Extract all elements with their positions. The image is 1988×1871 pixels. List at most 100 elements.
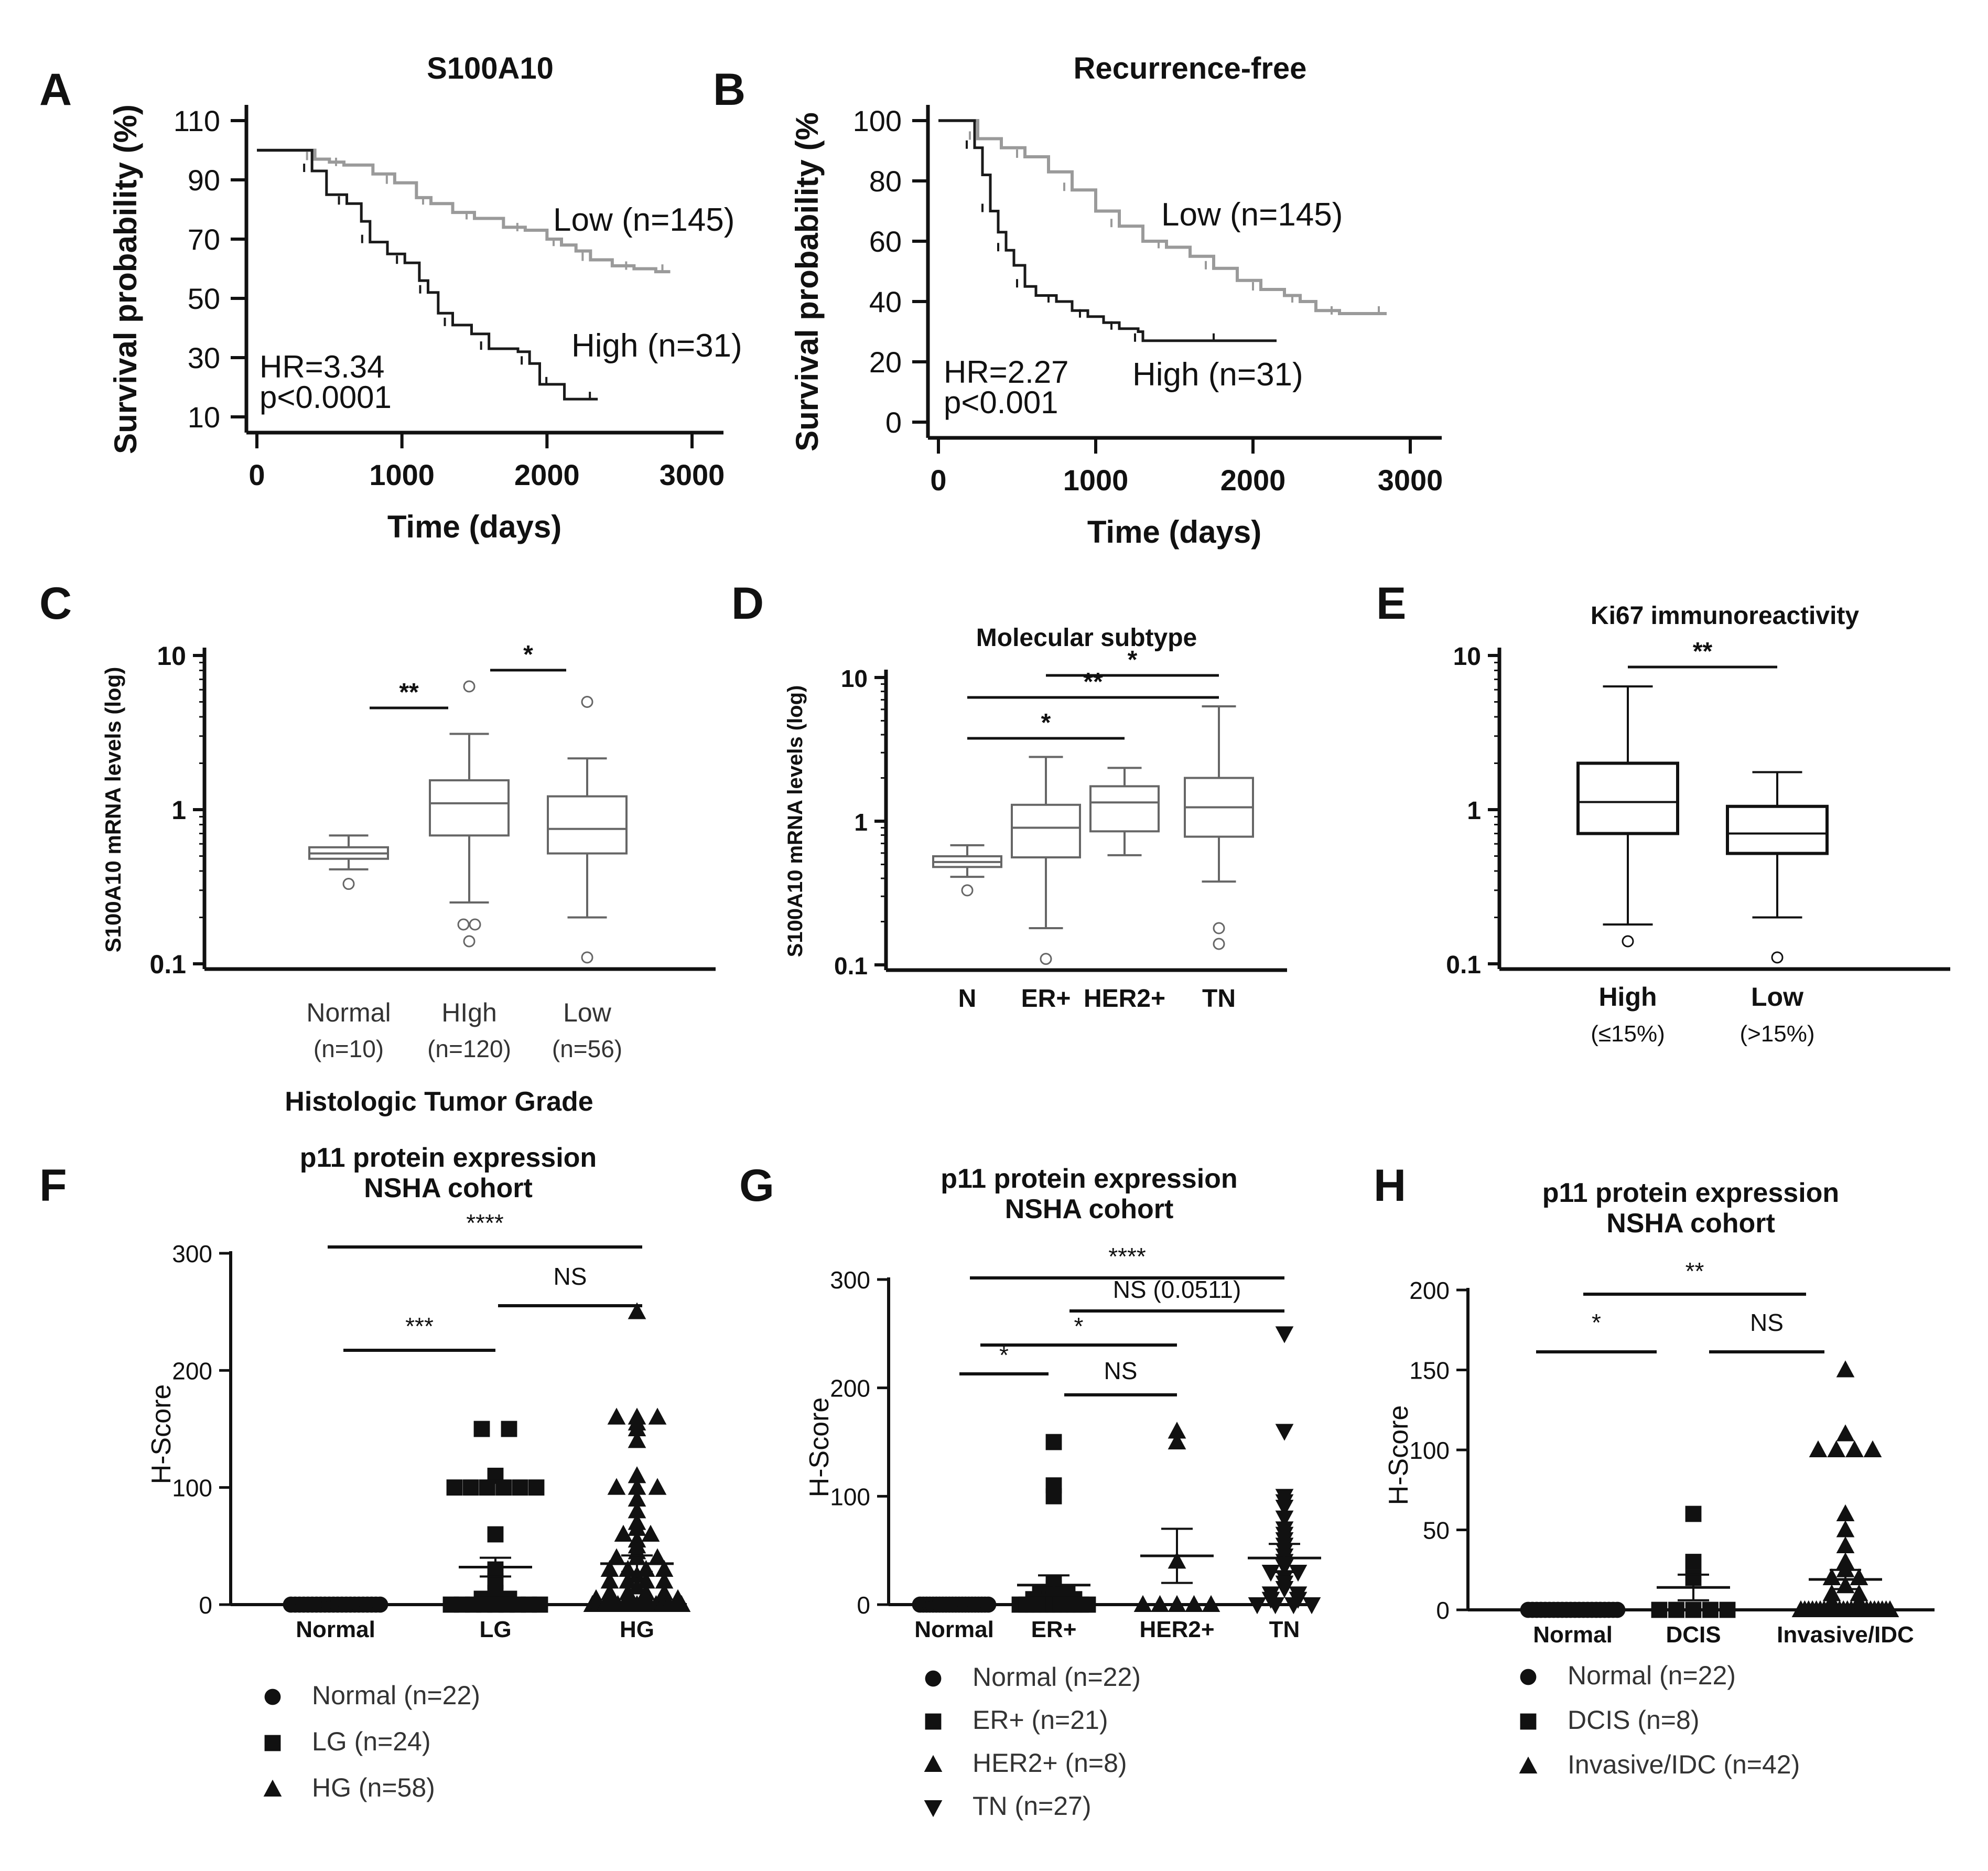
x-tick-label: 1000 xyxy=(1063,464,1129,497)
legend-marker xyxy=(1520,1669,1537,1685)
data-point xyxy=(1275,1326,1294,1343)
legend-label: DCIS (n=8) xyxy=(1568,1705,1699,1735)
significance-label: * xyxy=(1074,1313,1084,1340)
data-point xyxy=(607,1548,626,1565)
panel-letter: A xyxy=(39,64,72,115)
data-point xyxy=(1045,1434,1062,1450)
significance-label: NS xyxy=(1750,1309,1784,1336)
y-axis-label: Survival probability (% xyxy=(790,112,825,451)
legend-label: ER+ (n=21) xyxy=(973,1705,1108,1735)
data-point xyxy=(1202,1595,1220,1612)
panel-letter: E xyxy=(1376,578,1406,629)
x-axis-label: Histologic Tumor Grade xyxy=(285,1087,593,1117)
x-tick-label: HIgh xyxy=(441,998,497,1027)
x-tick-label: 0 xyxy=(930,464,946,497)
legend-label: Normal (n=22) xyxy=(312,1681,480,1710)
x-tick-label: 2000 xyxy=(1220,464,1286,497)
x-tick-label: DCIS xyxy=(1666,1622,1721,1648)
data-point xyxy=(1685,1554,1702,1570)
legend-marker xyxy=(264,1689,281,1705)
outlier xyxy=(1213,922,1225,934)
significance-label: * xyxy=(1128,646,1138,674)
y-tick-label: 60 xyxy=(869,225,902,258)
y-axis-label: H-Score xyxy=(146,1384,177,1485)
y-tick-label: 30 xyxy=(188,341,220,374)
series-label: High (n=31) xyxy=(571,328,742,364)
legend-label: TN (n=27) xyxy=(973,1791,1091,1821)
legend-marker xyxy=(925,1670,942,1687)
y-tick-label: 0 xyxy=(1436,1597,1450,1624)
y-tick-label: 0 xyxy=(857,1592,870,1619)
data-point xyxy=(619,1572,638,1589)
outlier xyxy=(457,918,470,931)
y-tick-label: 100 xyxy=(830,1483,870,1510)
x-tick-label: 0 xyxy=(248,458,265,491)
y-tick-label: 300 xyxy=(172,1240,212,1267)
y-tick-label: 0 xyxy=(885,406,902,439)
data-point xyxy=(607,1478,626,1495)
x-tick-label: 1000 xyxy=(369,458,435,491)
significance-label: NS xyxy=(554,1263,587,1290)
x-tick-label: ER+ xyxy=(1021,985,1071,1013)
outlier xyxy=(463,680,476,693)
data-point xyxy=(512,1479,528,1496)
legend-marker xyxy=(1520,1713,1537,1730)
x-axis-label: Time (days) xyxy=(387,509,561,544)
significance-label: ** xyxy=(399,679,419,706)
legend-marker xyxy=(924,1800,943,1818)
box xyxy=(1576,761,1679,835)
outlier xyxy=(469,918,481,931)
data-point xyxy=(614,1524,633,1542)
data-point xyxy=(648,1548,667,1565)
y-tick-label: 300 xyxy=(830,1266,870,1294)
x-tick-label: HG xyxy=(620,1617,654,1642)
data-point xyxy=(1261,1565,1280,1582)
chart-subtitle: NSHA cohort xyxy=(364,1173,533,1203)
survival-curve xyxy=(257,148,671,274)
x-tick-label: Low xyxy=(563,998,612,1027)
group-n-label: (n=10) xyxy=(314,1035,384,1062)
significance-label: NS xyxy=(1104,1357,1138,1384)
box xyxy=(1089,785,1160,833)
data-point xyxy=(1151,1595,1169,1612)
data-point xyxy=(479,1479,495,1496)
x-tick-label: 3000 xyxy=(1378,464,1443,497)
significance-label: *** xyxy=(405,1313,434,1340)
x-tick-label: Invasive/IDC xyxy=(1777,1622,1914,1648)
data-point xyxy=(628,1577,646,1595)
x-tick-label: 2000 xyxy=(514,458,580,491)
x-tick-label: Normal xyxy=(306,998,391,1027)
data-point xyxy=(628,1489,646,1507)
data-point xyxy=(501,1421,517,1437)
panel-letter: C xyxy=(39,578,72,629)
data-point xyxy=(641,1524,660,1542)
panel-letter: G xyxy=(739,1160,774,1211)
y-tick-label: 70 xyxy=(188,223,220,256)
data-point xyxy=(628,1419,646,1436)
data-point xyxy=(628,1478,646,1495)
y-tick-label: 20 xyxy=(869,346,902,379)
outlier xyxy=(581,951,593,964)
data-point xyxy=(648,1478,667,1495)
legend-marker xyxy=(264,1735,281,1751)
data-point xyxy=(1275,1510,1294,1528)
data-point xyxy=(1836,1536,1855,1553)
data-point xyxy=(672,1595,691,1612)
series-label: High (n=31) xyxy=(1132,357,1303,393)
y-tick-label: 0 xyxy=(199,1592,212,1619)
data-point xyxy=(1822,1568,1841,1585)
y-tick-label: 90 xyxy=(188,164,220,197)
x-tick-label: Normal xyxy=(296,1617,375,1642)
significance-label: * xyxy=(1041,709,1051,737)
chart-subtitle: NSHA cohort xyxy=(1606,1208,1775,1239)
legend-label: Normal (n=22) xyxy=(973,1662,1141,1692)
y-tick-label: 150 xyxy=(1409,1357,1450,1384)
data-point xyxy=(1836,1504,1855,1521)
data-point xyxy=(1275,1500,1294,1517)
data-point xyxy=(628,1431,646,1448)
y-tick-label: 0.1 xyxy=(834,952,868,980)
data-point xyxy=(628,1519,646,1536)
data-point xyxy=(446,1479,463,1496)
data-point xyxy=(1609,1601,1626,1618)
significance-label: **** xyxy=(466,1209,504,1236)
